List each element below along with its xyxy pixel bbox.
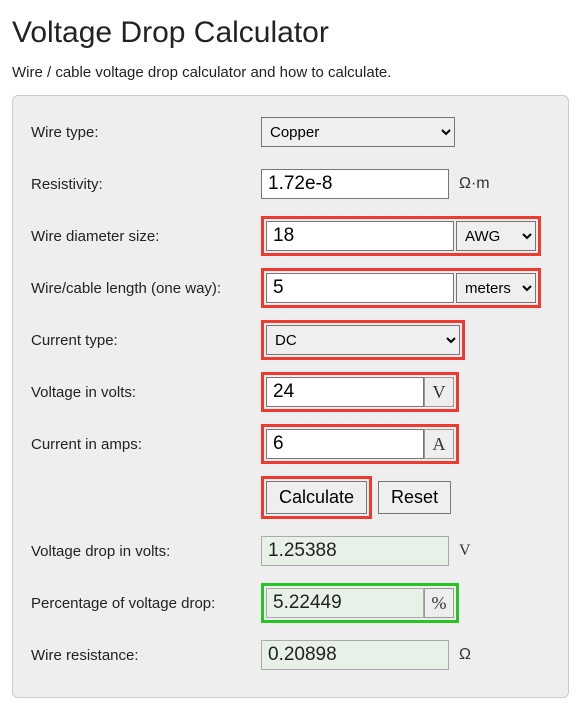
highlight-length: meters xyxy=(261,268,541,308)
diameter-input[interactable] xyxy=(266,221,454,251)
vdrop-unit: V xyxy=(459,542,471,560)
row-vdrop: Voltage drop in volts: 1.25388 V xyxy=(31,531,550,571)
current-unit: A xyxy=(424,429,454,459)
row-pct: Percentage of voltage drop: 5.22449% xyxy=(31,583,550,623)
voltage-input[interactable] xyxy=(266,377,424,407)
label-resistivity: Resistivity: xyxy=(31,176,261,193)
highlight-diameter: AWG xyxy=(261,216,541,256)
length-input[interactable] xyxy=(266,273,454,303)
wire-type-select[interactable]: Copper xyxy=(261,117,455,147)
calculate-button[interactable]: Calculate xyxy=(266,481,367,514)
resistance-unit: Ω xyxy=(459,646,471,664)
row-diameter: Wire diameter size: AWG xyxy=(31,216,550,256)
label-voltage: Voltage in volts: xyxy=(31,384,261,401)
resistivity-unit: Ω·m xyxy=(459,175,490,193)
highlight-current-type: DC xyxy=(261,320,465,360)
label-resistance: Wire resistance: xyxy=(31,647,261,664)
row-length: Wire/cable length (one way): meters xyxy=(31,268,550,308)
vdrop-output: 1.25388 xyxy=(261,536,449,566)
highlight-current: A xyxy=(261,424,459,464)
row-resistance: Wire resistance: 0.20898 Ω xyxy=(31,635,550,675)
label-current-type: Current type: xyxy=(31,332,261,349)
label-pct: Percentage of voltage drop: xyxy=(31,595,261,612)
row-wire-type: Wire type: Copper xyxy=(31,112,550,152)
pct-unit: % xyxy=(424,588,454,618)
label-wire-type: Wire type: xyxy=(31,124,261,141)
highlight-calculate: Calculate xyxy=(261,476,372,519)
label-length: Wire/cable length (one way): xyxy=(31,280,261,297)
resistance-output: 0.20898 xyxy=(261,640,449,670)
resistivity-input[interactable] xyxy=(261,169,449,199)
length-unit-select[interactable]: meters xyxy=(456,273,536,303)
row-resistivity: Resistivity: Ω·m xyxy=(31,164,550,204)
page-title: Voltage Drop Calculator xyxy=(12,16,569,50)
label-vdrop: Voltage drop in volts: xyxy=(31,543,261,560)
page-subtitle: Wire / cable voltage drop calculator and… xyxy=(12,64,569,81)
reset-button[interactable]: Reset xyxy=(378,481,451,514)
row-current: Current in amps: A xyxy=(31,424,550,464)
label-diameter: Wire diameter size: xyxy=(31,228,261,245)
highlight-voltage: V xyxy=(261,372,459,412)
row-current-type: Current type: DC xyxy=(31,320,550,360)
pct-output: 5.22449 xyxy=(266,588,424,618)
label-current: Current in amps: xyxy=(31,436,261,453)
calculator-panel: Wire type: Copper Resistivity: Ω·m Wire … xyxy=(12,95,569,698)
current-input[interactable] xyxy=(266,429,424,459)
row-voltage: Voltage in volts: V xyxy=(31,372,550,412)
highlight-pct: 5.22449% xyxy=(261,583,459,623)
voltage-unit: V xyxy=(424,377,454,407)
current-type-select[interactable]: DC xyxy=(266,325,460,355)
row-buttons: Calculate Reset xyxy=(31,476,550,519)
diameter-unit-select[interactable]: AWG xyxy=(456,221,536,251)
